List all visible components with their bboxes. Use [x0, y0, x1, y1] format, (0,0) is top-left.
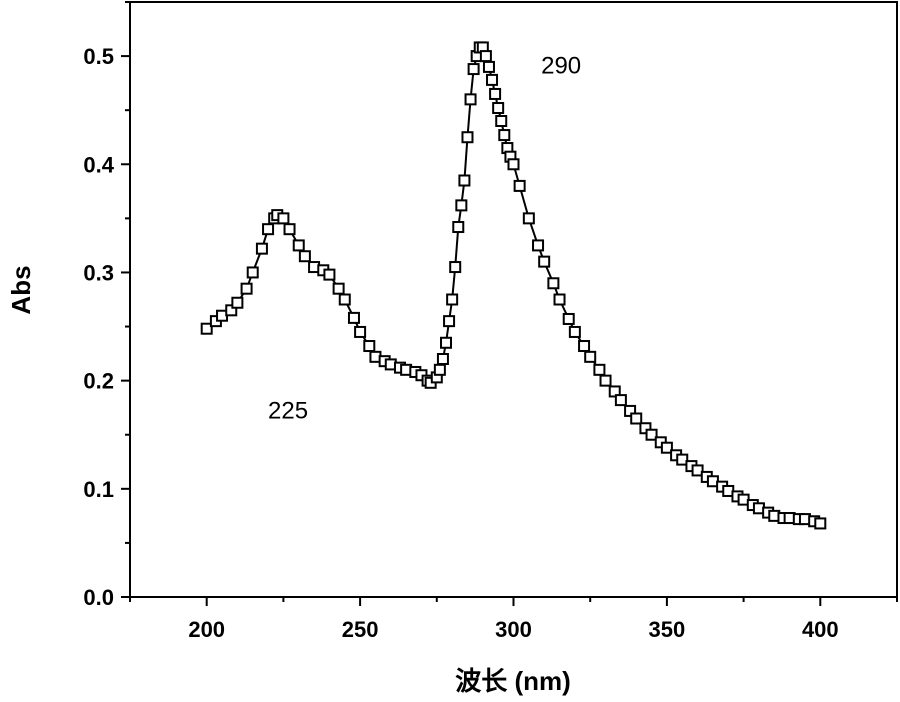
data-point	[433, 363, 446, 376]
y-tick-label: 0.5	[83, 44, 114, 69]
data-point	[452, 221, 465, 234]
data-point	[440, 336, 453, 349]
data-point	[513, 179, 526, 192]
data-point	[455, 199, 468, 212]
data-point	[489, 87, 502, 100]
data-point	[538, 255, 551, 268]
y-axis-title: Abs	[6, 265, 36, 314]
data-point	[639, 422, 652, 435]
x-tick-label: 400	[802, 617, 839, 642]
data-point	[292, 239, 305, 252]
data-point	[498, 129, 511, 142]
data-point	[608, 385, 621, 398]
data-point	[332, 282, 345, 295]
peak-annotation: 290	[541, 52, 581, 79]
x-tick-label: 200	[188, 617, 225, 642]
plot-frame	[129, 1, 898, 598]
data-point	[347, 311, 360, 324]
data-point	[449, 261, 462, 274]
data-point	[436, 353, 449, 365]
data-point	[624, 404, 637, 417]
data-point	[593, 363, 606, 376]
data-point	[255, 242, 268, 255]
data-point	[225, 304, 238, 317]
data-point	[323, 268, 336, 281]
data-point	[492, 102, 505, 115]
data-point	[507, 158, 520, 171]
data-point	[532, 239, 545, 252]
data-point	[553, 293, 566, 306]
y-tick-label: 0.3	[83, 260, 114, 285]
data-point	[246, 266, 259, 279]
data-point	[522, 212, 535, 225]
data-point	[283, 223, 296, 236]
data-point	[458, 174, 471, 187]
data-point	[547, 277, 560, 290]
data-point	[461, 131, 474, 144]
data-point	[660, 441, 673, 454]
data-point	[338, 293, 351, 306]
data-point	[467, 63, 480, 76]
data-point	[443, 315, 456, 328]
data-point	[464, 93, 477, 106]
data-point	[363, 340, 376, 353]
series-line	[206, 46, 821, 525]
data-point	[568, 325, 581, 338]
x-tick-label: 250	[342, 617, 379, 642]
data-point	[240, 282, 253, 295]
y-tick-label: 0.2	[83, 369, 114, 394]
peak-annotation: 225	[268, 398, 308, 425]
y-tick-label: 0.0	[83, 585, 114, 610]
data-point	[599, 374, 612, 387]
data-point	[691, 464, 704, 477]
data-point	[446, 293, 459, 306]
data-point	[479, 50, 492, 63]
data-point	[614, 394, 627, 407]
data-point	[231, 296, 244, 309]
data-point	[482, 60, 495, 73]
x-tick-label: 350	[649, 617, 686, 642]
x-tick-label: 300	[495, 617, 532, 642]
data-point	[578, 340, 591, 353]
x-axis-title: 波长 (nm)	[455, 666, 571, 696]
data-point	[645, 428, 658, 441]
data-point	[277, 212, 290, 225]
data-point	[486, 73, 499, 86]
data-point	[354, 325, 367, 338]
y-tick-label: 0.1	[83, 477, 114, 502]
y-tick-label: 0.4	[83, 152, 114, 177]
data-point	[262, 223, 275, 236]
data-point	[676, 453, 689, 466]
data-point	[200, 322, 213, 335]
data-point	[584, 350, 597, 363]
data-point	[298, 250, 311, 263]
data-point	[562, 312, 575, 325]
data-point	[814, 517, 827, 530]
data-point	[630, 412, 643, 425]
data-point	[495, 115, 508, 127]
